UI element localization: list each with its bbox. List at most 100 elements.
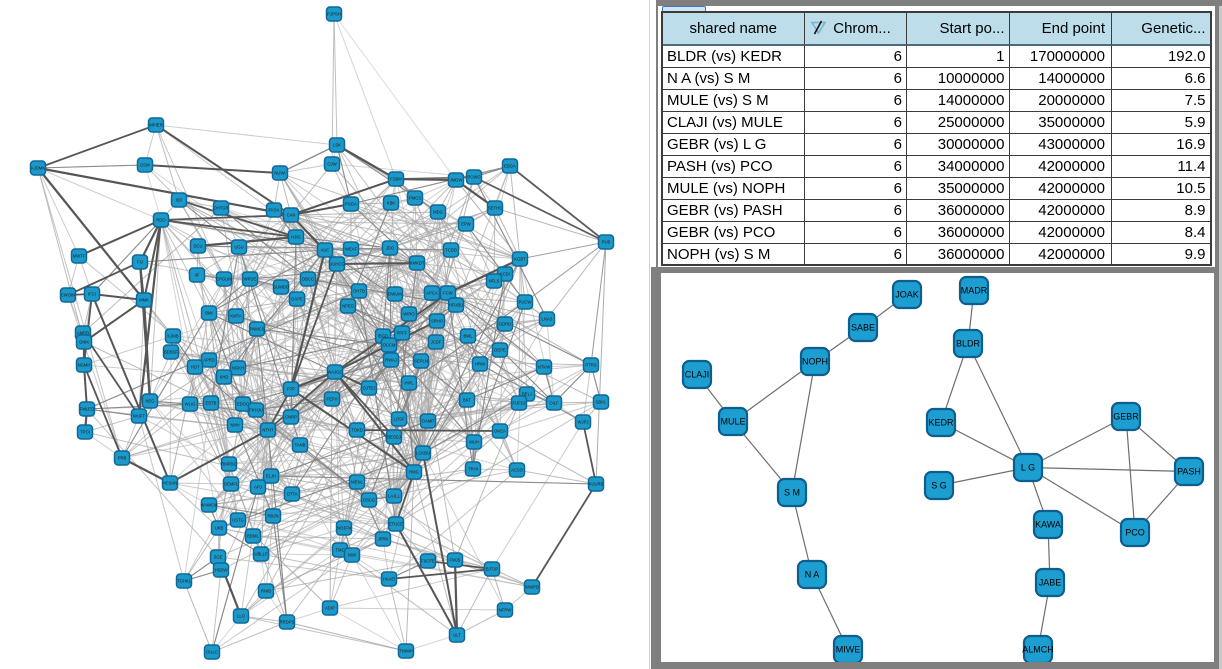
- svg-text:JDO: JDO: [386, 246, 395, 251]
- svg-text:OJTEJ: OJTEJ: [363, 386, 376, 391]
- svg-text:NTKW: NTKW: [538, 365, 550, 370]
- svg-text:LOSF: LOSF: [394, 417, 405, 422]
- svg-text:UBLLF: UBLLF: [254, 552, 267, 557]
- svg-text:HSDW: HSDW: [215, 568, 228, 573]
- svg-text:RNIB: RNIB: [261, 589, 271, 594]
- svg-text:WWPD: WWPD: [525, 585, 539, 590]
- svg-text:OULC: OULC: [206, 650, 218, 655]
- svg-text:LLO: LLO: [237, 614, 246, 619]
- svg-text:NOPH: NOPH: [802, 356, 828, 366]
- svg-text:WUFT: WUFT: [133, 414, 146, 419]
- svg-text:FUFSJ: FUFSJ: [512, 401, 525, 406]
- svg-text:OJW: OJW: [327, 162, 336, 167]
- svg-text:OHTB: OHTB: [353, 289, 365, 294]
- svg-text:EDOO: EDOO: [237, 402, 250, 407]
- svg-text:GUWDO: GUWDO: [273, 285, 290, 290]
- svg-text:KCDI: KCDI: [500, 272, 510, 277]
- svg-text:BESDJ: BESDJ: [387, 435, 401, 440]
- svg-text:OAPE: OAPE: [291, 297, 303, 302]
- svg-text:NPEG: NPEG: [342, 304, 354, 309]
- svg-text:NGKH: NGKH: [232, 366, 244, 371]
- svg-text:EBTB: EBTB: [206, 401, 217, 406]
- svg-text:RDO: RDO: [156, 218, 166, 223]
- svg-text:LSK: LSK: [333, 143, 341, 148]
- svg-text:UUHCG: UUHCG: [329, 262, 344, 267]
- svg-text:APCA: APCA: [426, 291, 438, 296]
- svg-text:KBK: KBK: [387, 201, 396, 206]
- svg-text:NTHT: NTHT: [262, 428, 274, 433]
- svg-text:NEG: NEG: [145, 399, 154, 404]
- svg-text:ACSO: ACSO: [511, 468, 524, 473]
- svg-text:UGU: UGU: [234, 245, 243, 250]
- svg-text:BLDR: BLDR: [956, 338, 981, 348]
- svg-text:SEPLN: SEPLN: [414, 359, 428, 364]
- svg-text:OHTGR: OHTGR: [213, 206, 228, 211]
- svg-text:NGMH: NGMH: [78, 363, 91, 368]
- svg-text:PCWO: PCWO: [467, 175, 481, 180]
- svg-text:FKHJU: FKHJU: [249, 408, 263, 413]
- svg-text:MDG: MDG: [433, 210, 443, 215]
- svg-text:IFCI: IFCI: [88, 292, 96, 297]
- svg-text:LNAS: LNAS: [542, 317, 553, 322]
- svg-text:NOJFN: NOJFN: [337, 526, 351, 531]
- svg-text:TMC: TMC: [335, 548, 344, 553]
- svg-text:HAAEI: HAAEI: [383, 577, 396, 582]
- svg-text:RBJN: RBJN: [268, 514, 279, 519]
- svg-text:AJOMK: AJOMK: [31, 166, 46, 171]
- svg-text:PJPSH: PJPSH: [327, 12, 341, 17]
- svg-text:TNIWP: TNIWP: [399, 649, 413, 654]
- svg-text:MWTF: MWTF: [73, 254, 86, 259]
- svg-text:MULE: MULE: [720, 416, 745, 426]
- svg-text:RWAJ: RWAJ: [385, 358, 397, 363]
- svg-text:FKSA: FKSA: [269, 208, 280, 213]
- svg-text:JMDW: JMDW: [450, 178, 463, 183]
- svg-text:JOAK: JOAK: [895, 289, 919, 299]
- svg-text:OILF: OILF: [549, 401, 559, 406]
- svg-text:EPW: EPW: [461, 222, 471, 227]
- svg-text:BELJ: BELJ: [522, 392, 532, 397]
- svg-text:PMCS: PMCS: [409, 196, 421, 201]
- svg-text:NHH: NHH: [230, 423, 239, 428]
- svg-text:FIJ: FIJ: [137, 260, 143, 265]
- svg-text:MMK: MMK: [139, 298, 149, 303]
- svg-text:IHPL: IHPL: [404, 381, 414, 386]
- svg-text:PUCW: PUCW: [519, 300, 532, 305]
- svg-text:EBGA: EBGA: [504, 164, 516, 169]
- svg-text:LAJLL: LAJLL: [388, 494, 401, 499]
- svg-text:TANB: TANB: [295, 443, 306, 448]
- svg-text:ALMCH: ALMCH: [1022, 644, 1054, 654]
- svg-text:AUC: AUC: [321, 248, 330, 253]
- svg-text:MUH: MUH: [469, 440, 479, 445]
- svg-text:S G: S G: [931, 480, 947, 490]
- svg-text:WIRO: WIRO: [403, 312, 415, 317]
- svg-text:KHD: KHD: [220, 375, 229, 380]
- svg-text:RMG: RMG: [409, 470, 419, 475]
- svg-text:FCW: FCW: [443, 291, 453, 296]
- svg-text:KMTA: KMTA: [230, 314, 242, 319]
- svg-text:BJTJP: BJTJP: [486, 567, 499, 572]
- svg-text:S M: S M: [784, 487, 800, 497]
- svg-text:IBGD: IBGD: [378, 334, 388, 339]
- svg-text:HFUBU: HFUBU: [449, 303, 463, 308]
- svg-text:TGHKL: TGHKL: [177, 579, 192, 584]
- svg-text:DEPE: DEPE: [494, 348, 506, 353]
- svg-text:FMLEO: FMLEO: [80, 407, 95, 412]
- svg-text:BDBSF: BDBSF: [164, 350, 178, 355]
- svg-text:OTTA: OTTA: [287, 492, 298, 497]
- svg-text:CPGUM: CPGUM: [216, 277, 232, 282]
- svg-text:NWI: NWI: [348, 553, 356, 558]
- svg-text:UKB: UKB: [215, 526, 224, 531]
- svg-text:ULT: ULT: [453, 633, 461, 638]
- svg-text:GNIK: GNIK: [79, 340, 89, 345]
- svg-text:WJPJ: WJPJ: [578, 420, 589, 425]
- svg-text:AMPD: AMPD: [77, 331, 89, 336]
- svg-text:KGBT: KGBT: [514, 257, 526, 262]
- svg-text:PTRS: PTRS: [585, 363, 596, 368]
- svg-text:WLIG: WLIG: [185, 402, 196, 407]
- svg-text:IIF: IIF: [195, 273, 200, 278]
- svg-text:GEBR: GEBR: [1113, 411, 1139, 421]
- svg-text:TRHI: TRHI: [468, 467, 478, 472]
- svg-text:HCSAN: HCSAN: [163, 481, 178, 486]
- svg-text:HRW: HRW: [475, 362, 485, 367]
- svg-text:KUURB: KUURB: [589, 482, 604, 487]
